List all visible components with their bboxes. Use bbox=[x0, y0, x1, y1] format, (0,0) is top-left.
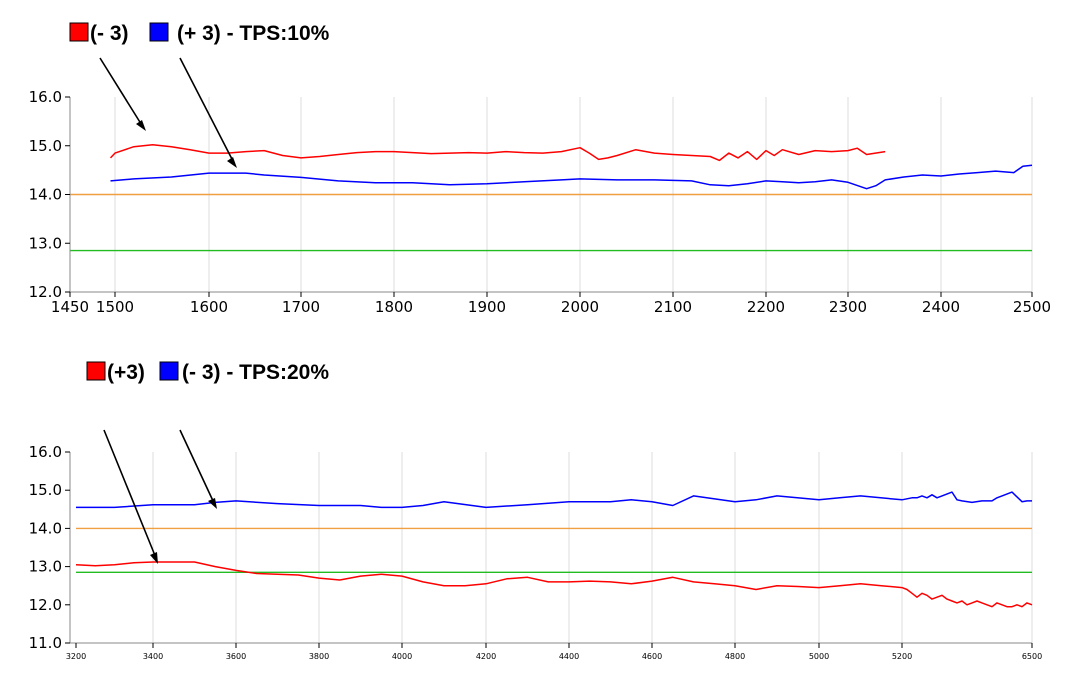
chart-2-legend: (+3) (- 3) - TPS:20% bbox=[86, 361, 329, 384]
arrow-icon bbox=[103, 429, 157, 559]
y-tick-label: 13.0 bbox=[29, 558, 62, 576]
chart-1-series bbox=[109, 144, 1033, 190]
y-tick-label: 15.0 bbox=[29, 481, 62, 499]
x-tick-label: 1500 bbox=[96, 298, 134, 316]
x-tick-label: 5200 bbox=[892, 652, 912, 661]
chart-1-plot: 16.0 15.0 14.0 13.0 12.0 1450 1500 1600 1700 180… bbox=[29, 57, 1051, 316]
series-red-line bbox=[109, 144, 886, 162]
y-tick-label: 12.0 bbox=[29, 283, 62, 301]
y-tick-label: 16.0 bbox=[29, 443, 62, 461]
y-tick-label: 16.0 bbox=[29, 88, 62, 106]
y-tick-label: 15.0 bbox=[29, 137, 62, 155]
x-tick-label: 4400 bbox=[559, 652, 579, 661]
chart-1-reference-lines bbox=[70, 193, 1032, 252]
chart-1-y-ticks: 16.0 15.0 14.0 13.0 12.0 bbox=[29, 88, 70, 301]
legend-label-1: (+3) bbox=[107, 361, 145, 384]
legend-swatch-red bbox=[69, 22, 89, 42]
y-tick-label: 14.0 bbox=[29, 519, 62, 537]
x-tick-label: 2000 bbox=[561, 298, 599, 316]
chart-2-x-ticks: 3200 3400 3600 3800 4000 4200 4400 4600 4800 5000… bbox=[66, 643, 1042, 661]
chart-1-legend: (- 3) (+ 3) - TPS:10% bbox=[69, 22, 330, 45]
y-tick-label: 12.0 bbox=[29, 596, 62, 614]
chart-2-arrows bbox=[103, 429, 217, 564]
chart-2-plot: 16.0 15.0 14.0 13.0 12.0 11.0 3200 3400 3600 380… bbox=[29, 429, 1042, 661]
x-tick-label: 2500 bbox=[1013, 298, 1051, 316]
x-tick-label: 6500 bbox=[1022, 652, 1042, 661]
arrow-icon bbox=[179, 57, 235, 164]
chart-2-reference-lines bbox=[76, 527, 1032, 573]
chart-2: (+3) (- 3) - TPS:20% 16.0 15.0 14.0 13.0 12.… bbox=[29, 361, 1043, 661]
x-tick-label: 2400 bbox=[922, 298, 960, 316]
y-tick-label: 14.0 bbox=[29, 186, 62, 204]
legend-swatch-blue bbox=[149, 22, 169, 42]
x-tick-label: 4800 bbox=[725, 652, 745, 661]
y-tick-label: 13.0 bbox=[29, 234, 62, 252]
x-tick-label: 4600 bbox=[642, 652, 662, 661]
arrowhead-icon bbox=[208, 498, 217, 509]
series-blue-line bbox=[110, 164, 1033, 190]
chart-1-arrows bbox=[99, 57, 237, 168]
legend-swatch-red bbox=[86, 361, 106, 381]
arrow-icon bbox=[179, 429, 215, 504]
x-tick-label: 3800 bbox=[309, 652, 329, 661]
legend-swatch-blue bbox=[159, 361, 179, 381]
arrow-icon bbox=[99, 57, 144, 128]
y-tick-label: 11.0 bbox=[29, 634, 62, 652]
chart-1: (- 3) (+ 3) - TPS:10% 16.0 15.0 14.0 13.0 12… bbox=[29, 22, 1052, 316]
arrowhead-icon bbox=[136, 120, 146, 131]
chart-2-y-ticks: 16.0 15.0 14.0 13.0 12.0 11.0 bbox=[29, 443, 70, 652]
x-tick-label: 1450 bbox=[51, 298, 89, 316]
x-tick-label: 1800 bbox=[375, 298, 413, 316]
x-tick-label: 1700 bbox=[282, 298, 320, 316]
x-tick-label: 3400 bbox=[143, 652, 163, 661]
legend-label-2: (- 3) - TPS:20% bbox=[182, 361, 329, 384]
x-tick-label: 2200 bbox=[747, 298, 785, 316]
legend-label-2: (+ 3) - TPS:10% bbox=[177, 22, 330, 45]
x-tick-label: 3600 bbox=[226, 652, 246, 661]
x-tick-label: 2100 bbox=[654, 298, 692, 316]
chart-2-series bbox=[75, 491, 1033, 608]
x-tick-label: 1600 bbox=[190, 298, 228, 316]
series-red-line bbox=[75, 561, 1033, 608]
chart-2-grid bbox=[152, 452, 1033, 643]
x-tick-label: 3200 bbox=[66, 652, 86, 661]
x-tick-label: 1900 bbox=[468, 298, 506, 316]
x-tick-label: 4000 bbox=[392, 652, 412, 661]
arrowhead-icon bbox=[150, 552, 158, 564]
x-tick-label: 2300 bbox=[829, 298, 867, 316]
arrowhead-icon bbox=[227, 157, 237, 168]
x-tick-label: 5000 bbox=[809, 652, 829, 661]
legend-label-1: (- 3) bbox=[90, 22, 129, 45]
x-tick-label: 4200 bbox=[476, 652, 496, 661]
series-blue-line bbox=[76, 491, 1032, 509]
chart-1-x-ticks: 1450 1500 1600 1700 1800 1900 2000 2100 2200 2300… bbox=[51, 292, 1051, 316]
